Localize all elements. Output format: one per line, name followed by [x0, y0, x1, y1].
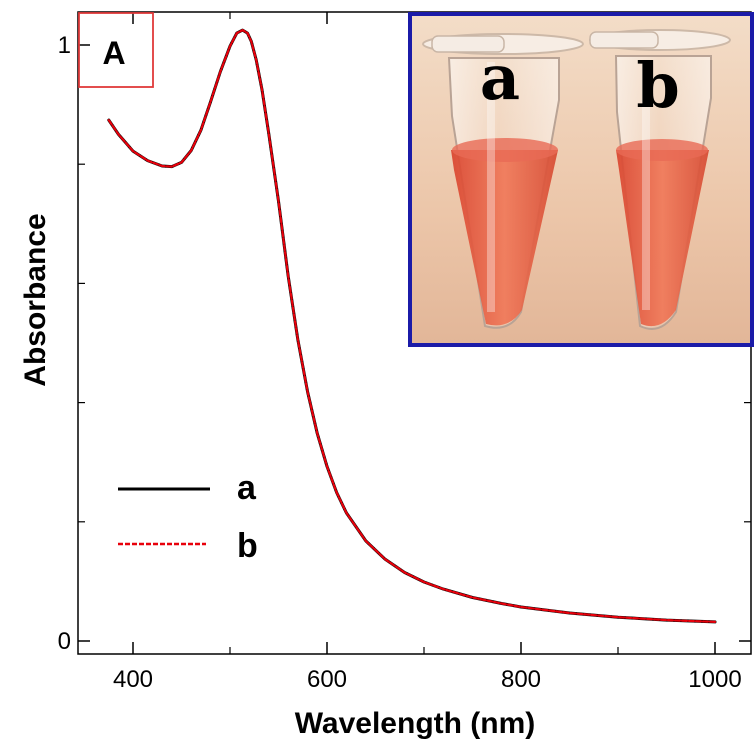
- tube-label-b: b: [636, 49, 679, 122]
- y-axis-ticks: 01: [58, 32, 751, 655]
- panel-label: A: [102, 35, 125, 71]
- series-line-b: [107, 29, 717, 623]
- inset-frame: [408, 12, 754, 347]
- legend: a b: [118, 469, 258, 565]
- panel-label-box: [78, 12, 154, 88]
- x-tick-label: 600: [307, 666, 347, 693]
- x-tick-label: 1000: [688, 666, 741, 693]
- tube-a: [422, 33, 584, 329]
- legend-label-b: b: [237, 527, 258, 565]
- x-axis-title: Wavelength (nm): [295, 707, 536, 740]
- x-tick-label: 800: [501, 666, 541, 693]
- y-tick-label: 1: [58, 32, 71, 59]
- y-tick-label: 0: [58, 628, 71, 655]
- tube-label-a: a: [480, 41, 520, 114]
- tube-b: [589, 29, 731, 330]
- series-layer: [107, 28, 717, 624]
- x-tick-label: 400: [113, 666, 153, 693]
- y-axis-title: Absorbance: [19, 213, 52, 386]
- legend-label-a: a: [237, 469, 257, 507]
- inset-photo: a b: [408, 12, 754, 347]
